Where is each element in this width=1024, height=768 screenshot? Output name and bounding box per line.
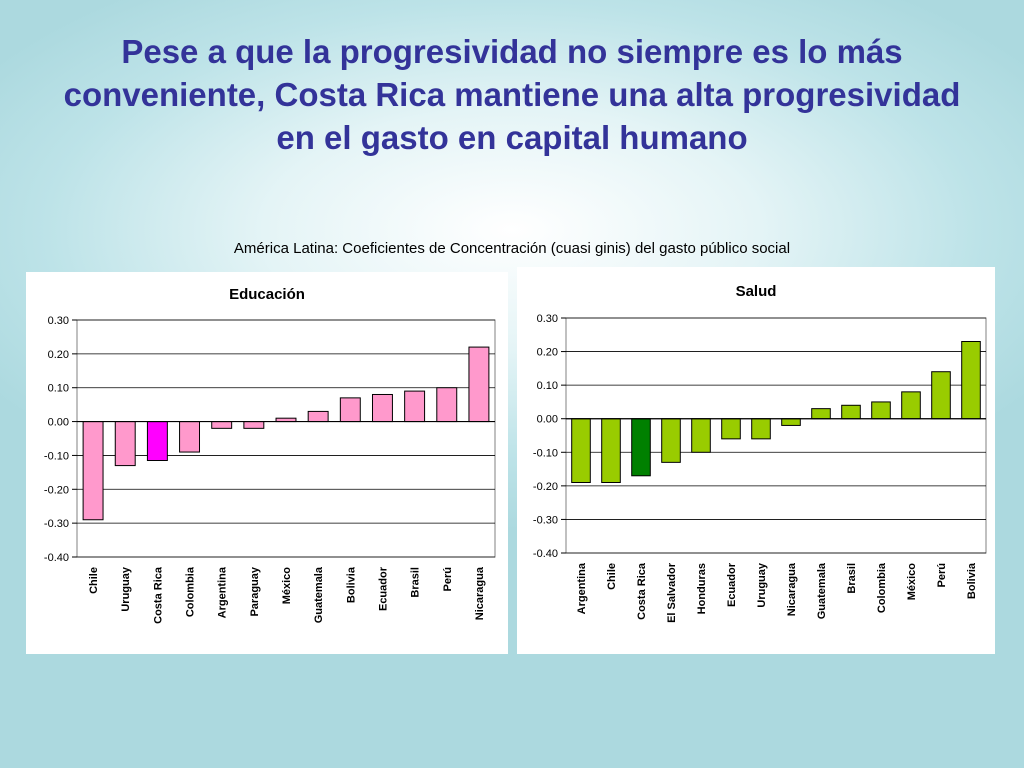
bar-uruguay: [751, 418, 771, 440]
y-tick-label: -0.20: [44, 484, 69, 496]
slide-subtitle: América Latina: Coeficientes de Concentr…: [233, 240, 791, 257]
bar-guatemala: [811, 408, 831, 420]
plot-area: [76, 319, 496, 558]
bar-costa-rica: [631, 418, 651, 477]
bar-bolivia: [339, 397, 361, 423]
bar-honduras: [691, 418, 711, 453]
y-tick-label: 0.30: [48, 315, 69, 327]
y-tick-label: -0.30: [44, 518, 69, 530]
y-tick-label: 0.00: [537, 414, 558, 426]
bar-mexico: [901, 391, 921, 420]
y-tick-label: -0.20: [533, 481, 558, 493]
bar-paraguay: [243, 421, 265, 429]
x-tick-label: Argentina: [576, 562, 588, 614]
bar-guatemala: [307, 410, 329, 423]
x-tick-label: Ecuador: [377, 566, 389, 611]
x-tick-label: Guatemala: [313, 566, 325, 623]
x-tick-label: Argentina: [217, 566, 229, 618]
bar-colombia: [179, 421, 201, 453]
x-tick-label: Nicaragua: [474, 566, 486, 620]
x-tick-label: Costa Rica: [152, 566, 164, 624]
bar-brasil: [404, 390, 426, 423]
bar-peru: [931, 371, 951, 420]
y-tick-label: -0.40: [44, 552, 69, 564]
bar-costa-rica: [146, 421, 168, 462]
y-tick-label: 0.10: [48, 383, 69, 395]
x-tick-label: Honduras: [696, 563, 708, 614]
bar-argentina: [211, 421, 233, 429]
bar-argentina: [571, 418, 591, 483]
x-tick-label: Uruguay: [120, 566, 132, 612]
x-tick-label: El Salvador: [666, 562, 678, 623]
y-tick-label: -0.30: [533, 514, 558, 526]
y-tick-label: 0.30: [537, 313, 558, 325]
x-tick-label: Brasil: [410, 567, 422, 598]
bar-bolivia: [961, 341, 981, 420]
bar-uruguay: [114, 421, 136, 467]
y-tick-label: -0.10: [44, 450, 69, 462]
bar-colombia: [871, 401, 891, 420]
y-tick-label: 0.00: [48, 417, 69, 429]
bar-chile: [82, 421, 104, 521]
bar-nicaragua: [781, 418, 801, 426]
bar-peru: [436, 387, 458, 423]
x-tick-label: Chile: [606, 563, 618, 590]
x-tick-label: México: [281, 567, 293, 605]
x-tick-label: Uruguay: [756, 562, 768, 608]
slide-title: Pese a que la progresividad no siempre e…: [63, 33, 961, 156]
chart-panel-salud: Salud 0.30 0.20 0.10 0.00 -0.10 -0.20 -0.30 -0.4…: [517, 267, 995, 654]
x-tick-label: Bolivia: [966, 562, 978, 599]
y-tick-label: -0.10: [533, 447, 558, 459]
plot-area: [565, 317, 987, 554]
x-tick-label: Perú: [936, 563, 948, 587]
bar-ecuador: [721, 418, 741, 440]
y-tick-label: -0.40: [533, 548, 558, 560]
chart-salud: Salud 0.30 0.20 0.10 0.00 -0.10 -0.20 -0.30 -0.4…: [533, 283, 987, 623]
bar-chile: [601, 418, 621, 483]
bar-el-salvador: [661, 418, 681, 463]
x-tick-label: Paraguay: [249, 566, 261, 616]
x-tick-label: Chile: [88, 567, 100, 594]
x-tick-label: Costa Rica: [636, 562, 648, 620]
x-tick-label: Bolivia: [345, 566, 357, 603]
x-tick-label: Nicaragua: [786, 562, 798, 616]
x-tick-label: Colombia: [185, 566, 197, 617]
chart-title: Salud: [736, 283, 777, 300]
x-tick-label: Perú: [442, 567, 454, 591]
y-tick-label: 0.20: [48, 349, 69, 361]
bar-ecuador: [371, 393, 393, 423]
bar-brasil: [841, 404, 861, 420]
x-tick-label: Ecuador: [726, 562, 738, 607]
x-tick-label: Brasil: [846, 563, 858, 594]
x-tick-label: Colombia: [876, 562, 888, 613]
y-tick-label: 0.10: [537, 380, 558, 392]
y-tick-label: 0.20: [537, 347, 558, 359]
x-tick-label: Guatemala: [816, 562, 828, 619]
x-tick-label: México: [906, 563, 918, 601]
chart-title: Educación: [229, 286, 305, 303]
chart-educacion: Educación 0.30 0.20 0.10 0.00 -0.10 -0.20 -0.30…: [44, 286, 496, 624]
chart-panel-educacion: Educación 0.30 0.20 0.10 0.00 -0.10 -0.20 -0.30…: [26, 272, 508, 654]
bar-nicaragua: [468, 346, 490, 423]
